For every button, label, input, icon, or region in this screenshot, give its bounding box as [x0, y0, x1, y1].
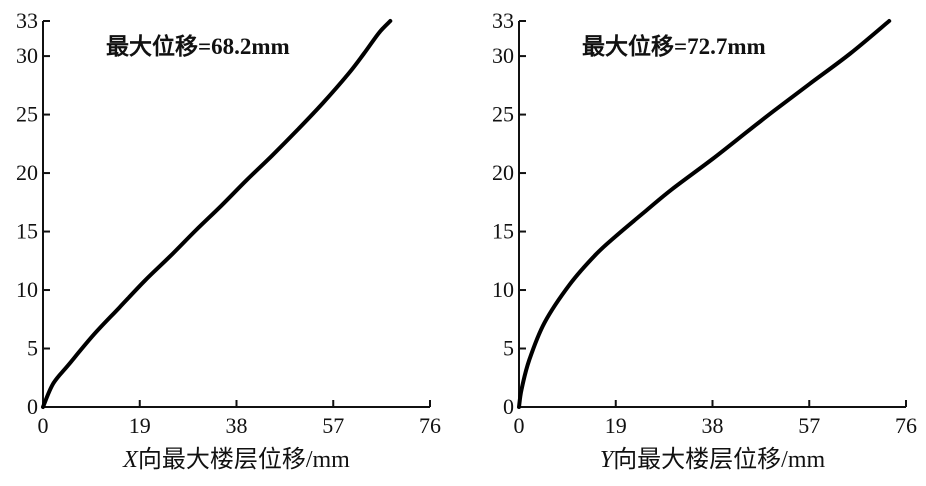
- x-axis-title-text: 向最大楼层位移/mm: [138, 446, 350, 473]
- x-tick-label: 19: [129, 413, 151, 438]
- x-tick-label: 38: [226, 413, 248, 438]
- y-tick-label: 33: [492, 8, 514, 33]
- x-axis-title-text: 向最大楼层位移/mm: [613, 446, 825, 473]
- y-tick-label: 25: [16, 102, 38, 127]
- x-tick-label: 0: [38, 413, 49, 438]
- series-line: [41, 19, 393, 409]
- y-tick-label: 25: [492, 102, 514, 127]
- y-tick-label: 30: [16, 43, 38, 68]
- y-tick-label: 10: [16, 277, 38, 302]
- y-tick-label: 0: [27, 394, 38, 419]
- x-tick-label: 19: [605, 413, 627, 438]
- x-axis-title-letter: Y: [600, 447, 616, 473]
- x-axis-title: X向最大楼层位移/mm: [122, 446, 350, 473]
- y-tick-label: 0: [503, 394, 514, 419]
- y-tick-label: 5: [27, 336, 38, 361]
- y-tick-label: 15: [492, 219, 514, 244]
- series-line: [517, 19, 892, 409]
- x-axis-title-letter: X: [122, 447, 139, 473]
- y-tick-label: 30: [492, 43, 514, 68]
- x-tick-label: 57: [322, 413, 344, 438]
- x-tick-label: 0: [514, 413, 525, 438]
- y-tick-label: 33: [16, 8, 38, 33]
- y-tick-label: 10: [492, 277, 514, 302]
- x-tick-label: 38: [702, 413, 724, 438]
- x-tick-label: 76: [895, 413, 917, 438]
- chart-panel-1: 0 5 10 15 20 25 30 33 0 19 38 57 76 X向最大楼层位移/mm 最大位移=6…: [16, 8, 441, 473]
- x-tick-label: 76: [419, 413, 441, 438]
- y-tick-label: 20: [492, 160, 514, 185]
- y-tick-label: 5: [503, 336, 514, 361]
- y-tick-label: 15: [16, 219, 38, 244]
- chart-panel-2: 0 5 10 15 20 25 30 33 0 19 38 57 76 Y向最大楼层位移/mm 最大位移=7…: [492, 8, 917, 473]
- max-displacement-annotation: 最大位移=72.7mm: [582, 33, 766, 59]
- x-tick-label: 57: [798, 413, 820, 438]
- y-tick-label: 20: [16, 160, 38, 185]
- x-axis-title: Y向最大楼层位移/mm: [600, 446, 826, 473]
- max-displacement-annotation: 最大位移=68.2mm: [106, 33, 290, 59]
